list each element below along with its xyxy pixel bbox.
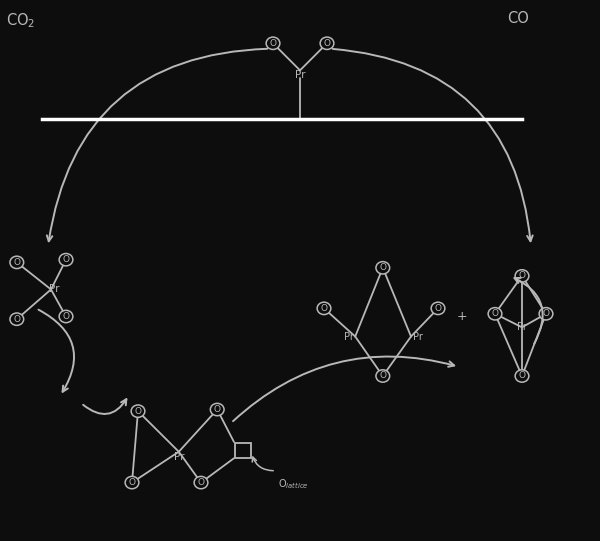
Text: Pr: Pr	[517, 322, 527, 332]
Circle shape	[539, 308, 553, 320]
Text: O: O	[134, 407, 142, 415]
Text: Pr: Pr	[49, 285, 59, 294]
Text: Pr: Pr	[413, 332, 423, 341]
Text: O: O	[542, 309, 550, 318]
Circle shape	[515, 270, 529, 282]
Text: Pr: Pr	[295, 70, 305, 80]
Text: O: O	[379, 372, 386, 380]
Text: O: O	[214, 405, 221, 414]
Circle shape	[131, 405, 145, 417]
Text: O: O	[13, 258, 20, 267]
Text: Pr: Pr	[344, 332, 354, 341]
Text: O: O	[323, 39, 331, 48]
Circle shape	[59, 254, 73, 266]
Circle shape	[125, 477, 139, 489]
Text: O: O	[320, 304, 328, 313]
Circle shape	[515, 370, 529, 382]
Text: O: O	[128, 478, 136, 487]
Circle shape	[376, 370, 389, 382]
Text: O: O	[269, 39, 277, 48]
Bar	[235, 443, 251, 458]
Circle shape	[376, 262, 389, 274]
Text: Pr: Pr	[173, 452, 184, 462]
Text: O: O	[13, 315, 20, 324]
Circle shape	[320, 37, 334, 49]
Text: O: O	[379, 263, 386, 272]
Circle shape	[431, 302, 445, 314]
Circle shape	[488, 308, 502, 320]
Text: O: O	[434, 304, 442, 313]
Text: +: +	[457, 310, 467, 323]
Text: O: O	[518, 272, 526, 280]
Text: CO: CO	[507, 11, 529, 26]
Text: O: O	[62, 312, 70, 321]
Circle shape	[10, 313, 23, 325]
Circle shape	[211, 404, 224, 415]
Circle shape	[194, 477, 208, 489]
Text: O: O	[491, 309, 499, 318]
Text: O$_{lattice}$: O$_{lattice}$	[278, 477, 308, 491]
Text: O: O	[197, 478, 205, 487]
Circle shape	[266, 37, 280, 49]
Text: O: O	[518, 372, 526, 380]
Circle shape	[317, 302, 331, 314]
Circle shape	[59, 311, 73, 322]
Text: O: O	[62, 255, 70, 264]
Circle shape	[10, 256, 23, 268]
Text: CO$_2$: CO$_2$	[6, 11, 35, 30]
